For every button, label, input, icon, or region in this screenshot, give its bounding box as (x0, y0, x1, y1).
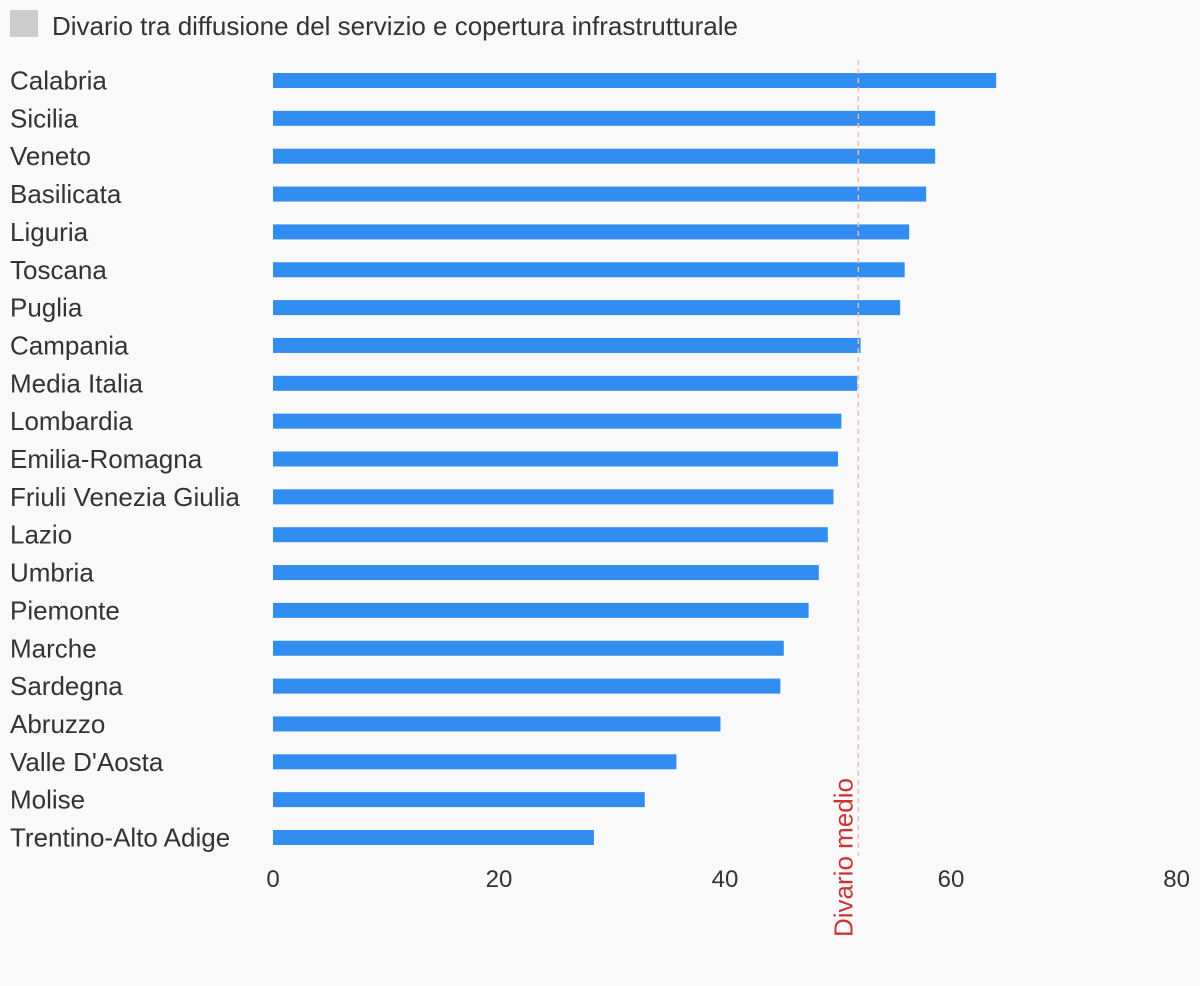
category-label: Piemonte (10, 595, 120, 625)
bar-campania[interactable] (273, 337, 861, 353)
bar-sicilia[interactable] (273, 110, 936, 126)
category-label: Lazio (10, 520, 72, 550)
bar-veneto[interactable] (273, 148, 936, 164)
category-label: Lombardia (10, 406, 133, 436)
bar-basilicata[interactable] (273, 186, 927, 202)
bar-emilia-romagna[interactable] (273, 451, 838, 467)
category-label: Veneto (10, 141, 91, 171)
bar-valle-d-aosta[interactable] (273, 754, 677, 770)
category-label: Sicilia (10, 103, 78, 133)
x-tick-label: 60 (938, 866, 965, 893)
category-label: Media Italia (10, 368, 143, 398)
category-label: Campania (10, 330, 129, 360)
bar-umbria[interactable] (273, 565, 819, 581)
bar-marche[interactable] (273, 640, 784, 656)
bar-piemonte[interactable] (273, 602, 809, 618)
bar-toscana[interactable] (273, 262, 905, 278)
category-label: Emilia-Romagna (10, 444, 203, 474)
bar-puglia[interactable] (273, 300, 901, 316)
bar-lazio[interactable] (273, 527, 828, 543)
bar-calabria[interactable] (273, 73, 997, 88)
legend-label: Divario tra diffusione del servizio e co… (52, 11, 738, 41)
category-label: Trentino-Alto Adige (10, 823, 230, 853)
category-label: Valle D'Aosta (10, 747, 164, 777)
bar-lombardia[interactable] (273, 413, 842, 429)
bar-media-italia[interactable] (273, 375, 858, 391)
category-label: Molise (10, 785, 85, 815)
category-label: Marche (10, 633, 97, 663)
legend-swatch[interactable] (10, 10, 38, 37)
category-label: Calabria (10, 66, 107, 96)
category-label: Friuli Venezia Giulia (10, 482, 240, 512)
legend: Divario tra diffusione del servizio e co… (10, 10, 738, 42)
x-tick-label: 20 (486, 866, 513, 893)
bar-liguria[interactable] (273, 224, 910, 240)
category-label: Liguria (10, 217, 89, 247)
category-label: Sardegna (10, 671, 123, 701)
bar-molise[interactable] (273, 792, 645, 808)
bar-abruzzo[interactable] (273, 716, 721, 732)
category-label: Umbria (10, 558, 94, 588)
bar-trentino-alto-adige[interactable] (273, 830, 594, 845)
bar-sardegna[interactable] (273, 678, 781, 694)
category-label: Abruzzo (10, 709, 105, 739)
reference-line-label: Divario medio (828, 778, 858, 937)
category-label: Puglia (10, 293, 83, 323)
category-label: Basilicata (10, 179, 122, 209)
x-tick-label: 80 (1163, 866, 1190, 893)
x-tick-label: 0 (266, 866, 279, 893)
bar-friuli-venezia-giulia[interactable] (273, 489, 834, 505)
x-tick-label: 40 (712, 866, 739, 893)
category-label: Toscana (10, 255, 107, 285)
